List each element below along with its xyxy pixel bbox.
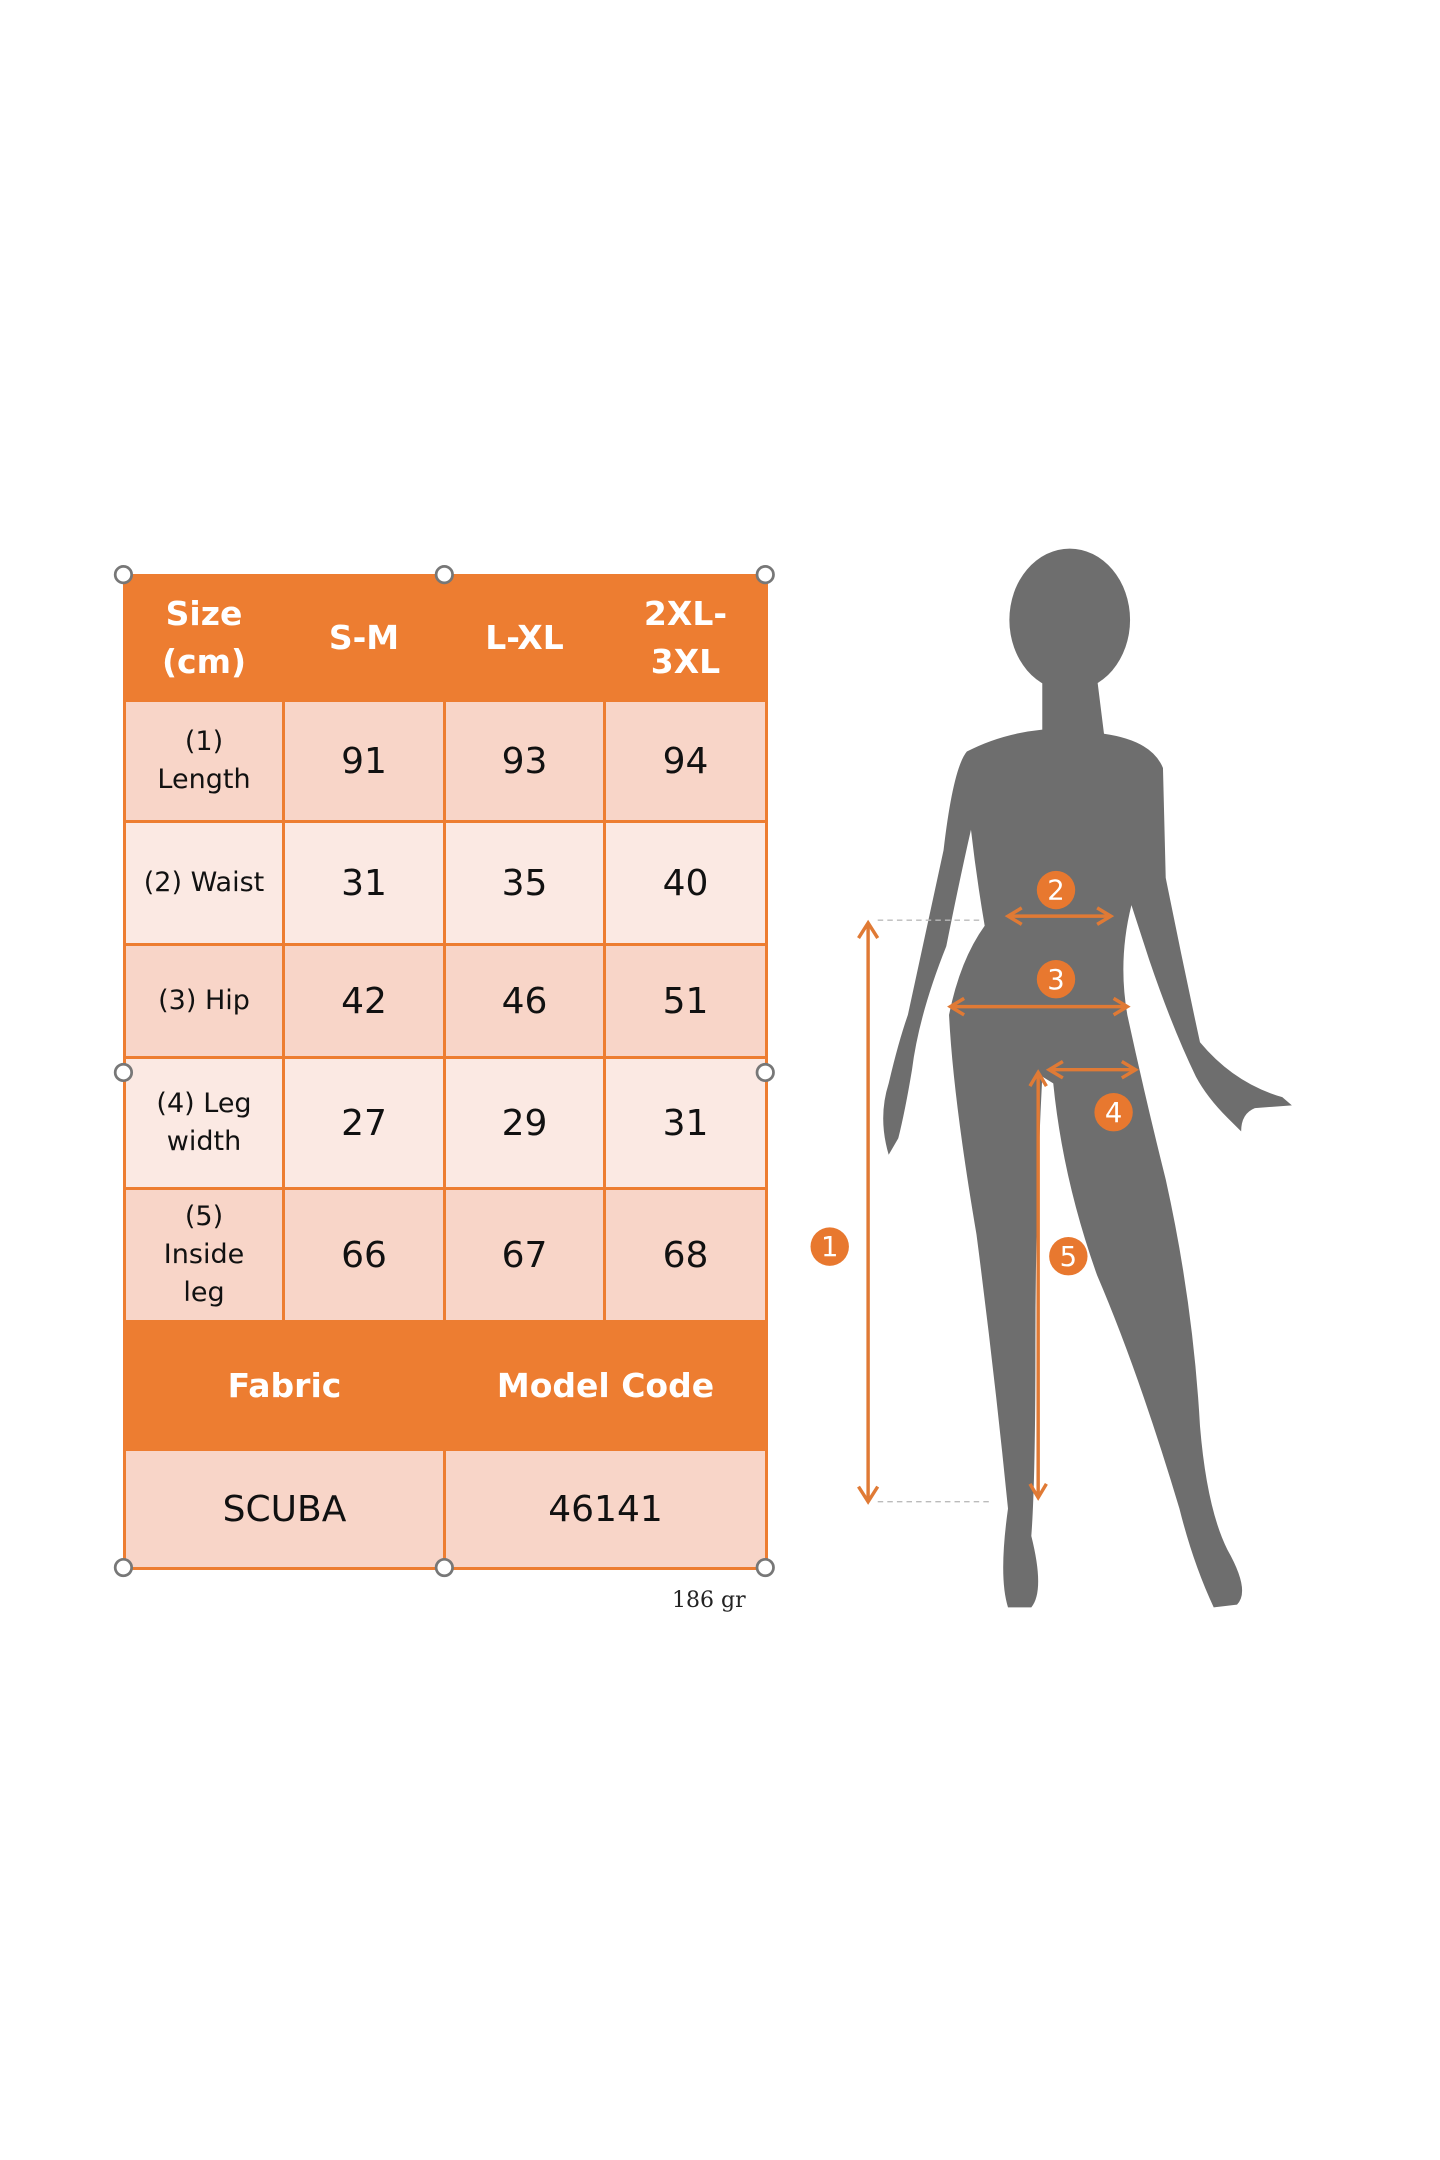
cell: 94 [603, 699, 768, 823]
cell: 35 [443, 820, 606, 946]
marker-2-label: 2 [1047, 876, 1064, 907]
marker-4-label: 4 [1105, 1098, 1122, 1129]
marker-3-label: 3 [1047, 965, 1064, 996]
measure-markers: 1 2 3 4 5 [810, 870, 1133, 1276]
row-label: (3) Hip [123, 943, 285, 1059]
header-2xl-3xl: 2XL-3XL [603, 574, 768, 702]
footer-value-row: SCUBA 46141 [123, 1448, 768, 1570]
row-label: (2) Waist [123, 820, 285, 946]
cell: 51 [603, 943, 768, 1059]
header-s-m: S-M [282, 574, 446, 702]
marker-5 [1049, 1237, 1088, 1276]
row-label: (1) Length [123, 699, 285, 823]
cell: 68 [603, 1187, 768, 1323]
table-row: (4) Leg width 27 29 31 [123, 1056, 768, 1190]
marker-3 [1036, 960, 1076, 999]
header-size: Size (cm) [123, 574, 285, 702]
cell: 93 [443, 699, 606, 823]
header-model-code: Model Code [443, 1320, 768, 1451]
table-row: (2) Waist 31 35 40 [123, 820, 768, 946]
cell: 31 [282, 820, 446, 946]
header-row: Size (cm) S-M L-XL 2XL-3XL [123, 574, 768, 702]
marker-5-label: 5 [1060, 1242, 1077, 1273]
measure-lines [857, 906, 1139, 1505]
row-label: (5) Inside leg [123, 1187, 285, 1323]
silhouette-body [883, 678, 1292, 1608]
cell: 91 [282, 699, 446, 823]
cell: 66 [282, 1187, 446, 1323]
cell: 29 [443, 1056, 606, 1190]
cell: 27 [282, 1056, 446, 1190]
weight-label: 186 gr [672, 1588, 746, 1613]
cell: 46 [443, 943, 606, 1059]
cell: 40 [603, 820, 768, 946]
header-fabric: Fabric [123, 1320, 446, 1451]
table-row: (5) Inside leg 66 67 68 [123, 1187, 768, 1323]
model-code-value: 46141 [443, 1448, 768, 1570]
silhouette-head [1009, 548, 1131, 692]
cell: 31 [603, 1056, 768, 1190]
table-row: (1) Length 91 93 94 [123, 699, 768, 823]
row-label: (4) Leg width [123, 1056, 285, 1190]
size-chart-table: Size (cm) S-M L-XL 2XL-3XL (1) Length 91… [123, 574, 768, 1570]
footer-header-row: Fabric Model Code [123, 1320, 768, 1451]
header-l-xl: L-XL [443, 574, 606, 702]
table-row: (3) Hip 42 46 51 [123, 943, 768, 1059]
fabric-value: SCUBA [123, 1448, 446, 1570]
cell: 67 [443, 1187, 606, 1323]
marker-1-label: 1 [821, 1232, 838, 1263]
cell: 42 [282, 943, 446, 1059]
silhouette [883, 548, 1292, 1608]
marker-4 [1094, 1093, 1133, 1132]
marker-2 [1036, 870, 1076, 910]
marker-1 [810, 1227, 849, 1266]
